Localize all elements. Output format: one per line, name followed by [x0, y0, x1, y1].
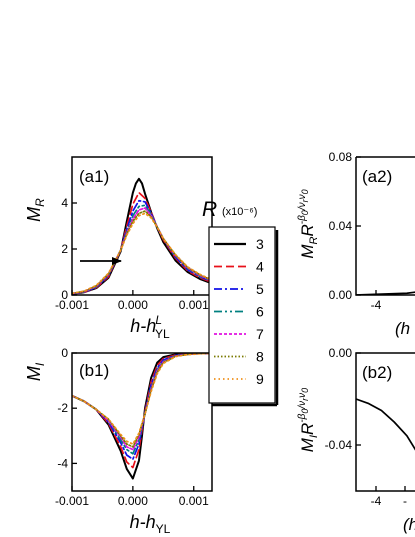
- panel-a2: 0.00 0.04 0.08 -4 (a2) MRR-β0/νrν0 (h: [297, 150, 415, 338]
- series-line-a2-Rcollapsed: [356, 291, 415, 295]
- y-axis-title-b2: MIR-β0/νrν0: [297, 388, 320, 452]
- panel-label-a2: (a2): [362, 167, 392, 186]
- plot-frame-b1: [71, 352, 213, 492]
- x-tick-label-a1-0: -0.001: [55, 298, 89, 312]
- x-tick-label-b2-0: -4: [371, 494, 382, 508]
- y-tick-label-b1-2: 0: [61, 346, 68, 360]
- series-line-a1-R4: [72, 191, 212, 295]
- plot-frame-b2: [355, 352, 415, 492]
- x-tick-label-b1-0: -0.001: [55, 494, 89, 508]
- series-line-a1-R5: [72, 199, 212, 295]
- legend-label-R5: 5: [256, 281, 264, 297]
- y-axis-title-b1: MI: [24, 362, 47, 381]
- panel-label-b2: (b2): [362, 363, 392, 382]
- x-axis-title-b1: h-hYL: [130, 512, 171, 536]
- legend-label-R7: 7: [256, 326, 264, 342]
- y-tick-label-a1-0: 0: [61, 288, 68, 302]
- legend-label-R9: 9: [256, 371, 264, 387]
- panel-b1: -4 -2 0 -0.001 0.000 0.001 (b1) MI h-hYL: [24, 346, 213, 536]
- x-tick-label-b1-2: 0.001: [179, 494, 209, 508]
- x-axis-title-a2: (h: [395, 319, 410, 338]
- panel-label-a1: (a1): [79, 167, 109, 186]
- x-tick-label-b1-1: 0.000: [118, 494, 148, 508]
- y-tick-label-a2-1: 0.04: [329, 219, 353, 233]
- x-axis-title-b2: (h: [403, 515, 415, 534]
- y-axis-title-a1: MR: [24, 198, 47, 222]
- legend-box: [208, 226, 276, 404]
- series-line-a1-R7: [72, 207, 212, 295]
- legend-title-unit: (x10⁻⁶): [222, 206, 257, 218]
- series-line-a1-R8: [72, 210, 212, 295]
- legend-title: R: [202, 198, 217, 221]
- series-line-b1-R9: [72, 353, 212, 445]
- plot-frame-a1: [71, 156, 213, 296]
- panel-b2: -0.04 0.00 -4 - (b2) MIR-β0/νrν0 (h: [297, 346, 415, 534]
- x-tick-label-b2-1: -: [403, 494, 407, 508]
- y-tick-label-b1-0: -4: [57, 456, 68, 470]
- y-tick-label-b2-1: 0.00: [329, 346, 353, 360]
- y-tick-label-a1-2: 4: [61, 196, 68, 210]
- y-tick-label-a1-1: 2: [61, 242, 68, 256]
- y-tick-label-b2-0: -0.04: [325, 438, 353, 452]
- legend-label-R8: 8: [256, 349, 264, 365]
- x-tick-label-a1-1: 0.000: [118, 298, 148, 312]
- legend: R (x10⁻⁶) 3 4 5 6 7 8 9: [202, 198, 279, 407]
- x-axis-title-a1: h-hL YL: [130, 313, 170, 341]
- legend-label-R3: 3: [256, 236, 264, 252]
- x-tick-label-a2-0: -4: [371, 298, 382, 312]
- panel-label-b1: (b1): [79, 361, 109, 380]
- y-tick-label-a2-2: 0.08: [329, 150, 353, 164]
- series-line-a1-R9: [72, 212, 212, 295]
- y-axis-title-a2: MRR-β0/νrν0: [297, 189, 320, 258]
- y-tick-label-b1-1: -2: [57, 401, 68, 415]
- series-line-b2-Rcollapsed: [356, 398, 415, 451]
- legend-label-R6: 6: [256, 304, 264, 320]
- x-tick-label-a1-2: 0.001: [179, 298, 209, 312]
- series-line-a1-R6: [72, 204, 212, 295]
- y-tick-label-a2-0: 0.00: [329, 288, 353, 302]
- panel-a1: 0 2 4 -0.001 0.000 0.001 (a1) MR h-hL YL: [24, 156, 213, 341]
- legend-label-R4: 4: [256, 259, 264, 275]
